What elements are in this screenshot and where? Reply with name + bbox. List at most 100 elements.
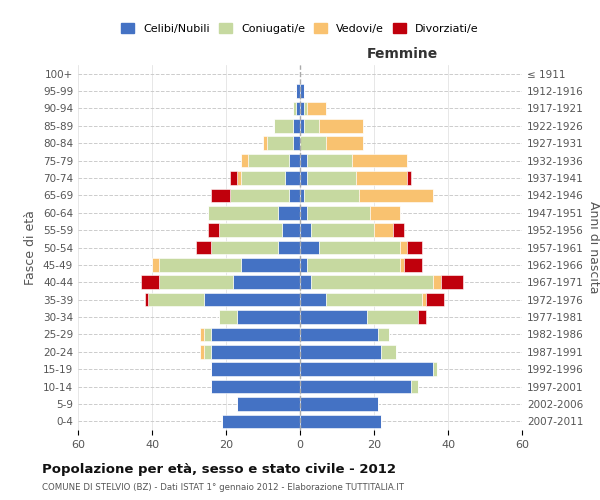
Bar	[400, 240, 407, 254]
Bar	[289, 154, 300, 168]
Bar	[300, 362, 433, 376]
Bar	[300, 206, 307, 220]
Bar	[237, 310, 300, 324]
Bar	[307, 154, 352, 168]
Y-axis label: Anni di nascita: Anni di nascita	[587, 201, 600, 294]
Bar	[433, 276, 440, 289]
Bar	[293, 136, 300, 150]
Bar	[296, 102, 300, 115]
Bar	[218, 224, 281, 237]
Bar	[300, 119, 304, 132]
Bar	[208, 224, 218, 237]
Bar	[204, 328, 211, 341]
Bar	[370, 206, 400, 220]
Bar	[237, 171, 241, 185]
Bar	[307, 258, 400, 272]
Bar	[160, 276, 233, 289]
Bar	[230, 171, 237, 185]
Bar	[367, 310, 418, 324]
Bar	[426, 293, 444, 306]
Bar	[293, 119, 300, 132]
Bar	[433, 362, 437, 376]
Bar	[278, 240, 300, 254]
Bar	[200, 328, 204, 341]
Bar	[211, 362, 300, 376]
Bar	[407, 240, 422, 254]
Bar	[241, 171, 285, 185]
Bar	[311, 224, 374, 237]
Bar	[300, 310, 367, 324]
Bar	[293, 102, 296, 115]
Bar	[300, 102, 304, 115]
Bar	[204, 345, 211, 358]
Bar	[404, 258, 422, 272]
Bar	[422, 293, 426, 306]
Bar	[208, 206, 278, 220]
Bar	[326, 136, 363, 150]
Bar	[300, 240, 319, 254]
Bar	[440, 276, 463, 289]
Bar	[352, 154, 407, 168]
Legend: Celibi/Nubili, Coniugati/e, Vedovi/e, Divorziati/e: Celibi/Nubili, Coniugati/e, Vedovi/e, Di…	[118, 20, 482, 37]
Bar	[160, 258, 241, 272]
Bar	[230, 188, 289, 202]
Bar	[300, 380, 411, 394]
Bar	[300, 136, 326, 150]
Bar	[300, 154, 307, 168]
Bar	[211, 328, 300, 341]
Bar	[300, 84, 304, 98]
Bar	[196, 240, 211, 254]
Bar	[281, 224, 300, 237]
Bar	[141, 276, 160, 289]
Bar	[285, 171, 300, 185]
Bar	[326, 293, 422, 306]
Bar	[248, 154, 289, 168]
Bar	[378, 328, 389, 341]
Bar	[300, 328, 378, 341]
Bar	[152, 258, 160, 272]
Bar	[300, 171, 307, 185]
Bar	[319, 240, 400, 254]
Bar	[311, 276, 433, 289]
Bar	[200, 345, 204, 358]
Bar	[400, 258, 404, 272]
Bar	[211, 380, 300, 394]
Bar	[233, 276, 300, 289]
Bar	[204, 293, 300, 306]
Y-axis label: Fasce di età: Fasce di età	[25, 210, 37, 285]
Bar	[267, 136, 293, 150]
Bar	[241, 154, 248, 168]
Bar	[211, 240, 278, 254]
Bar	[304, 102, 307, 115]
Bar	[300, 414, 382, 428]
Bar	[300, 276, 311, 289]
Bar	[307, 171, 355, 185]
Bar	[218, 310, 237, 324]
Bar	[374, 224, 392, 237]
Bar	[296, 84, 300, 98]
Bar	[418, 310, 426, 324]
Bar	[304, 119, 319, 132]
Bar	[241, 258, 300, 272]
Bar	[407, 171, 411, 185]
Bar	[307, 206, 370, 220]
Bar	[278, 206, 300, 220]
Bar	[359, 188, 433, 202]
Bar	[304, 188, 359, 202]
Bar	[289, 188, 300, 202]
Bar	[223, 414, 300, 428]
Bar	[263, 136, 266, 150]
Bar	[237, 397, 300, 410]
Bar	[319, 119, 363, 132]
Text: Popolazione per età, sesso e stato civile - 2012: Popolazione per età, sesso e stato civil…	[42, 462, 396, 475]
Bar	[382, 345, 396, 358]
Text: Femmine: Femmine	[367, 48, 438, 62]
Bar	[211, 188, 230, 202]
Bar	[145, 293, 148, 306]
Bar	[211, 345, 300, 358]
Bar	[411, 380, 418, 394]
Text: COMUNE DI STELVIO (BZ) - Dati ISTAT 1° gennaio 2012 - Elaborazione TUTTITALIA.IT: COMUNE DI STELVIO (BZ) - Dati ISTAT 1° g…	[42, 482, 404, 492]
Bar	[300, 224, 311, 237]
Bar	[300, 258, 307, 272]
Bar	[300, 397, 378, 410]
